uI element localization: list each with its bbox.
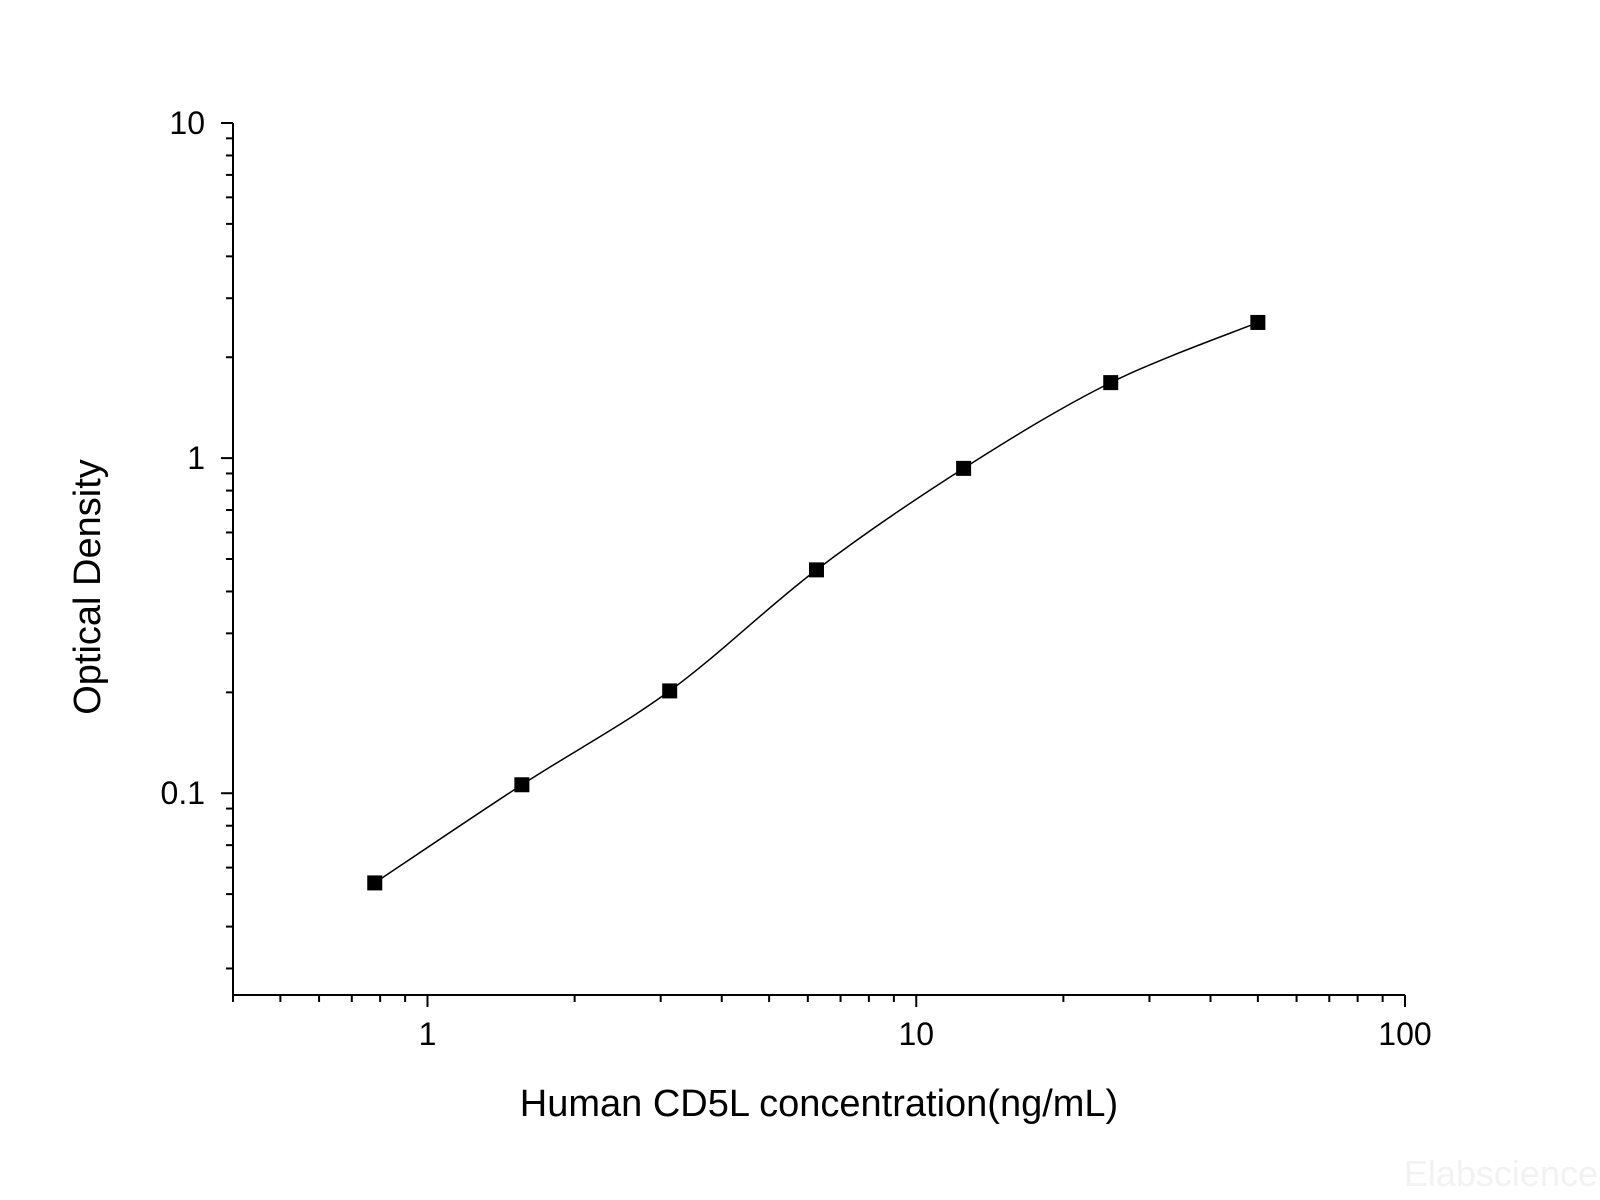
y-tick-label: 10 (169, 105, 205, 141)
y-tick-label: 0.1 (161, 775, 205, 811)
data-point (1250, 314, 1266, 330)
data-point (808, 562, 824, 578)
y-tick-label: 1 (187, 440, 205, 476)
data-point (1103, 375, 1119, 391)
x-tick-label: 10 (898, 1016, 934, 1052)
data-point (514, 777, 530, 793)
y-axis-title: Optical Density (67, 459, 109, 715)
x-tick-label: 1 (419, 1016, 437, 1052)
data-point (662, 683, 678, 699)
watermark: Elabscience (1404, 1153, 1598, 1194)
data-point (956, 460, 972, 476)
fit-curve (374, 321, 1259, 884)
x-axis-title: Human CD5L concentration(ng/mL) (520, 1083, 1118, 1125)
data-points (367, 314, 1266, 891)
axes (232, 123, 1405, 996)
x-tick-label: 100 (1378, 1016, 1431, 1052)
ticks: 1 10 100 0.1 1 10 (161, 105, 1432, 1052)
data-point (367, 875, 383, 891)
